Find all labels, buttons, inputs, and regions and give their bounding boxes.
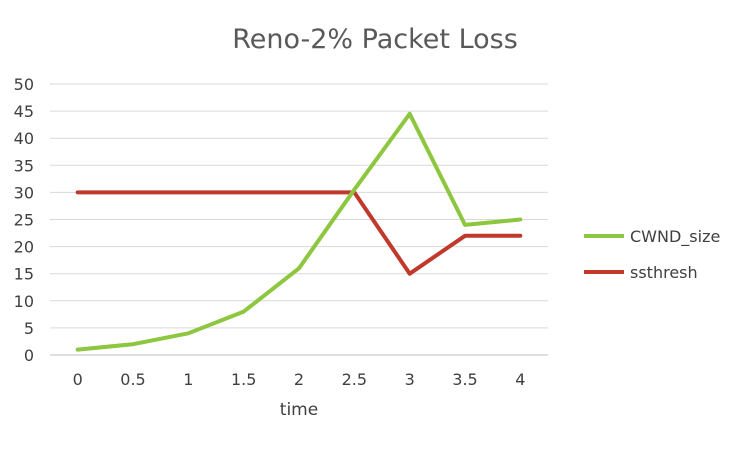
x-tick-label: 0: [73, 370, 83, 389]
x-tick-label: 3.5: [452, 370, 477, 389]
grid-lines: [50, 83, 548, 356]
y-tick-label: 50: [14, 75, 34, 94]
y-tick-label: 5: [24, 319, 34, 338]
series-line-cwnd-size: [75, 111, 523, 352]
x-axis-label: time: [280, 400, 318, 420]
y-tick-label: 30: [14, 183, 34, 202]
y-tick-label: 0: [24, 346, 34, 365]
x-tick-label: 4: [515, 370, 525, 389]
y-tick-label: 25: [14, 211, 34, 230]
legend: CWND_size ssthresh: [584, 227, 720, 282]
y-tick-label: 20: [14, 238, 34, 257]
y-tick-label: 35: [14, 156, 34, 175]
x-tick-label: 2.5: [342, 370, 367, 389]
y-axis-tick-labels: 0 5 10 15 20 25 30 35 40 45 50: [14, 75, 34, 365]
y-tick-label: 40: [14, 129, 34, 148]
x-tick-label: 2: [294, 370, 304, 389]
x-tick-label: 0.5: [120, 370, 145, 389]
legend-label: ssthresh: [630, 263, 698, 282]
y-tick-label: 45: [14, 102, 34, 121]
y-tick-label: 10: [14, 292, 34, 311]
x-tick-label: 1.5: [231, 370, 256, 389]
legend-label: CWND_size: [630, 227, 720, 247]
chart-title: Reno-2% Packet Loss: [232, 24, 518, 55]
x-axis-tick-labels: 0 0.5 1 1.5 2 2.5 3 3.5 4: [73, 370, 526, 389]
y-tick-label: 15: [14, 265, 34, 284]
x-tick-label: 3: [405, 370, 415, 389]
x-tick-label: 1: [183, 370, 193, 389]
series-lines: [75, 111, 523, 352]
series-line-ssthresh: [75, 190, 523, 276]
